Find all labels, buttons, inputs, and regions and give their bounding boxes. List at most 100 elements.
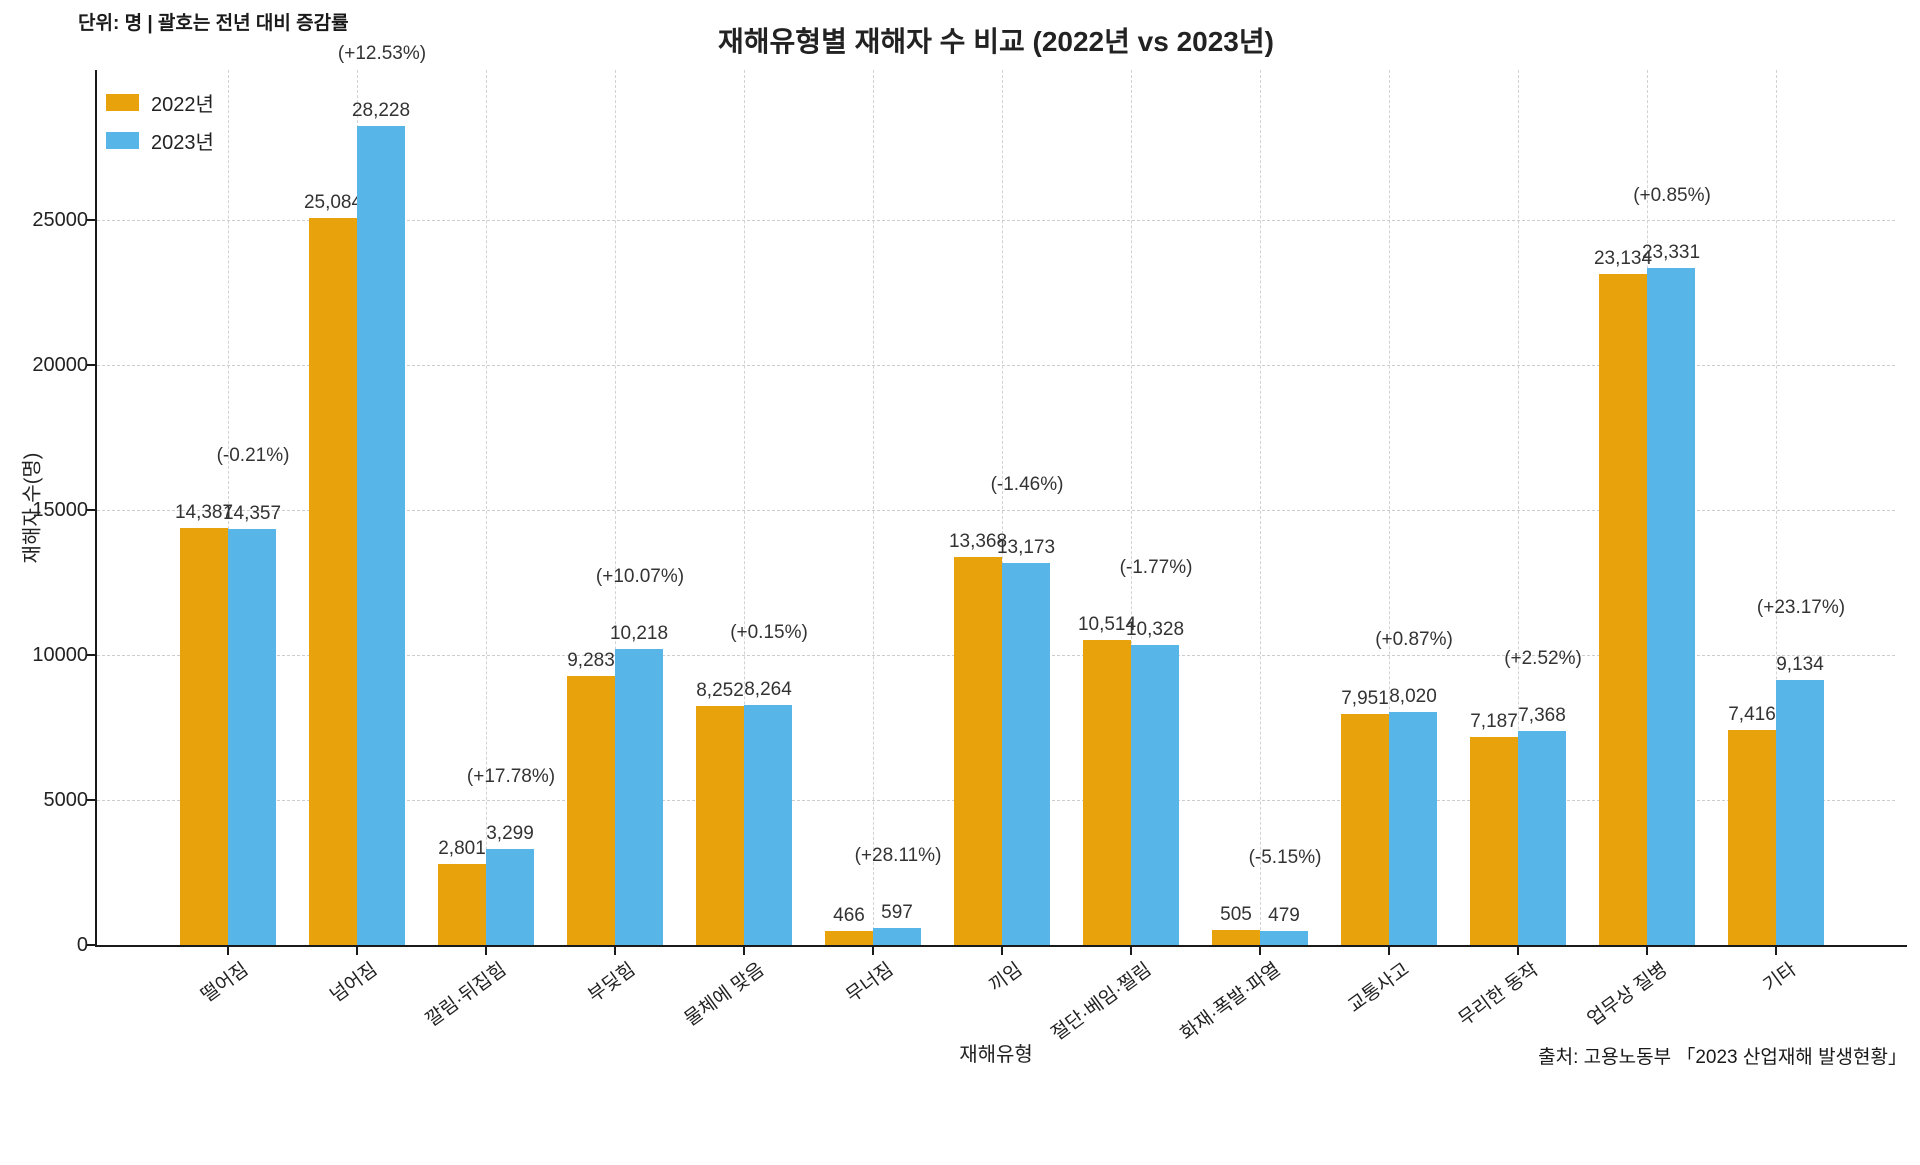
value-label: 7,368 <box>1518 705 1566 727</box>
pct-change-label: (+12.53%) <box>337 43 427 65</box>
x-tick-mark <box>1517 947 1519 955</box>
bar-2022 <box>309 217 357 945</box>
value-label: 10,218 <box>609 622 669 644</box>
bar-2023 <box>1776 680 1824 945</box>
gridline-h <box>97 220 1895 221</box>
value-label: 479 <box>1268 905 1300 927</box>
bar-2022 <box>696 705 744 945</box>
category-label: 교통사고 <box>1344 959 1414 1018</box>
y-tick-mark <box>87 799 95 801</box>
bar-2023 <box>228 528 276 945</box>
value-label: 7,416 <box>1728 703 1776 725</box>
bar-2023 <box>615 648 663 945</box>
y-tick-label: 15000 <box>32 499 88 521</box>
category-label: 무리한 동작 <box>1455 959 1543 1031</box>
value-label: 8,020 <box>1389 686 1437 708</box>
y-tick-mark <box>87 364 95 366</box>
value-label: 8,252 <box>696 679 744 701</box>
value-label: 10,514 <box>1077 614 1137 636</box>
bar-2022 <box>1212 930 1260 945</box>
value-label: 23,331 <box>1641 242 1701 264</box>
gridline-v <box>486 70 487 945</box>
category-label: 깔림·뒤집힘 <box>422 959 511 1032</box>
bar-2022 <box>567 675 615 945</box>
bar-2022 <box>825 931 873 945</box>
pct-change-label: (+10.07%) <box>595 565 685 587</box>
category-label: 넘어짐 <box>326 959 382 1007</box>
value-label: 13,173 <box>996 536 1056 558</box>
legend-item-2023: 2023년 <box>106 126 214 155</box>
legend-item-2022: 2022년 <box>106 88 214 117</box>
bar-2022 <box>1341 714 1389 945</box>
x-tick-mark <box>872 947 874 955</box>
value-label: 9,134 <box>1776 654 1824 676</box>
gridline-v <box>1002 70 1003 945</box>
gridline-v <box>1518 70 1519 945</box>
legend-swatch-2022-icon <box>106 94 139 111</box>
y-tick-label: 0 <box>76 934 88 956</box>
gridline-v <box>1389 70 1390 945</box>
value-label: 10,328 <box>1125 619 1185 641</box>
category-label: 무너짐 <box>842 959 898 1007</box>
value-label: 25,084 <box>303 191 363 213</box>
bar-2023 <box>1518 731 1566 945</box>
y-tick-mark <box>87 509 95 511</box>
x-tick-mark <box>743 947 745 955</box>
bar-2023 <box>1131 645 1179 945</box>
x-tick-mark <box>1388 947 1390 955</box>
bar-2023 <box>1647 268 1695 945</box>
bar-2022 <box>1083 640 1131 945</box>
category-label: 부딪힘 <box>584 959 640 1007</box>
pct-change-label: (-1.77%) <box>1119 557 1193 579</box>
bar-2022 <box>954 557 1002 945</box>
pct-change-label: (+0.85%) <box>1633 185 1711 207</box>
unit-note: 단위: 명 | 괄호는 전년 대비 증감률 <box>78 13 349 34</box>
x-tick-mark <box>227 947 229 955</box>
y-axis-line <box>95 70 97 947</box>
x-axis-line <box>95 945 1907 947</box>
x-tick-mark <box>1775 947 1777 955</box>
x-axis-title: 재해유형 <box>959 1044 1033 1066</box>
legend: 2022년 2023년 <box>106 88 214 164</box>
category-label: 절단·베임·찔림 <box>1047 959 1156 1046</box>
gridline-v <box>615 70 616 945</box>
value-label: 14,357 <box>222 502 282 524</box>
pct-change-label: (+23.17%) <box>1756 597 1846 619</box>
value-label: 505 <box>1220 904 1252 926</box>
gridline-v <box>228 70 229 945</box>
pct-change-label: (-0.21%) <box>216 444 290 466</box>
legend-label-2023: 2023년 <box>151 132 214 154</box>
gridline-v <box>873 70 874 945</box>
pct-change-label: (+2.52%) <box>1504 648 1582 670</box>
value-label: 7,187 <box>1470 710 1518 732</box>
value-label: 7,951 <box>1341 688 1389 710</box>
gridline-h <box>97 365 1895 366</box>
legend-swatch-2023-icon <box>106 132 139 149</box>
x-tick-mark <box>1259 947 1261 955</box>
y-tick-label: 10000 <box>32 644 88 666</box>
bar-2022 <box>1728 729 1776 945</box>
bar-2023 <box>1389 712 1437 945</box>
pct-change-label: (-1.46%) <box>990 474 1064 496</box>
category-label: 물체에 맞음 <box>681 959 769 1031</box>
bar-chart: 단위: 명 | 괄호는 전년 대비 증감률 재해유형별 재해자 수 비교 (20… <box>22 13 1907 1068</box>
pct-change-label: (-5.15%) <box>1248 847 1322 869</box>
gridline-h <box>97 510 1895 511</box>
x-tick-mark <box>1001 947 1003 955</box>
bar-2022 <box>1470 736 1518 945</box>
gridline-v <box>744 70 745 945</box>
y-tick-mark <box>87 944 95 946</box>
x-tick-mark <box>485 947 487 955</box>
y-tick-label: 5000 <box>43 789 89 811</box>
bar-2023 <box>357 126 405 945</box>
value-label: 2,801 <box>438 837 486 859</box>
value-label: 13,368 <box>948 531 1008 553</box>
value-label: 8,264 <box>744 679 792 701</box>
y-tick-label: 20000 <box>32 354 88 376</box>
value-label: 9,283 <box>567 649 615 671</box>
bar-2023 <box>1260 931 1308 945</box>
bar-2022 <box>438 863 486 945</box>
value-label: 3,299 <box>486 823 534 845</box>
source-note: 출처: 고용노동부 「2023 산업재해 발생현황」 <box>1538 1047 1907 1068</box>
bar-2023 <box>486 849 534 945</box>
